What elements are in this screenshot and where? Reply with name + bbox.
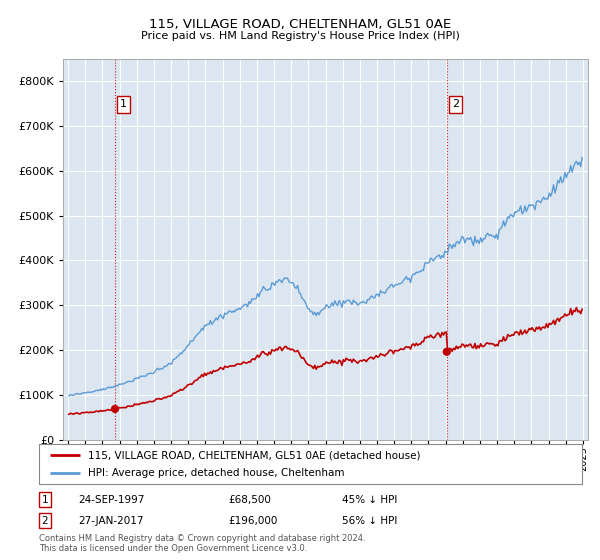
Point [442, 347, 452, 356]
Text: Price paid vs. HM Land Registry's House Price Index (HPI): Price paid vs. HM Land Registry's House … [140, 31, 460, 41]
Text: HPI: Average price, detached house, Cheltenham: HPI: Average price, detached house, Chel… [88, 468, 344, 478]
Text: 115, VILLAGE ROAD, CHELTENHAM, GL51 0AE (detached house): 115, VILLAGE ROAD, CHELTENHAM, GL51 0AE … [88, 450, 421, 460]
Point [110, 404, 120, 413]
Text: 56% ↓ HPI: 56% ↓ HPI [342, 516, 397, 526]
Text: 2: 2 [452, 100, 459, 110]
Text: 1: 1 [120, 100, 127, 110]
Text: 1: 1 [41, 494, 49, 505]
Text: 2: 2 [41, 516, 49, 526]
Text: 115, VILLAGE ROAD, CHELTENHAM, GL51 0AE: 115, VILLAGE ROAD, CHELTENHAM, GL51 0AE [149, 18, 451, 31]
Text: 24-SEP-1997: 24-SEP-1997 [78, 494, 145, 505]
FancyBboxPatch shape [39, 444, 582, 484]
Text: Contains HM Land Registry data © Crown copyright and database right 2024.
This d: Contains HM Land Registry data © Crown c… [39, 534, 365, 553]
Text: £68,500: £68,500 [228, 494, 271, 505]
Text: 27-JAN-2017: 27-JAN-2017 [78, 516, 143, 526]
Text: 45% ↓ HPI: 45% ↓ HPI [342, 494, 397, 505]
Text: £196,000: £196,000 [228, 516, 277, 526]
